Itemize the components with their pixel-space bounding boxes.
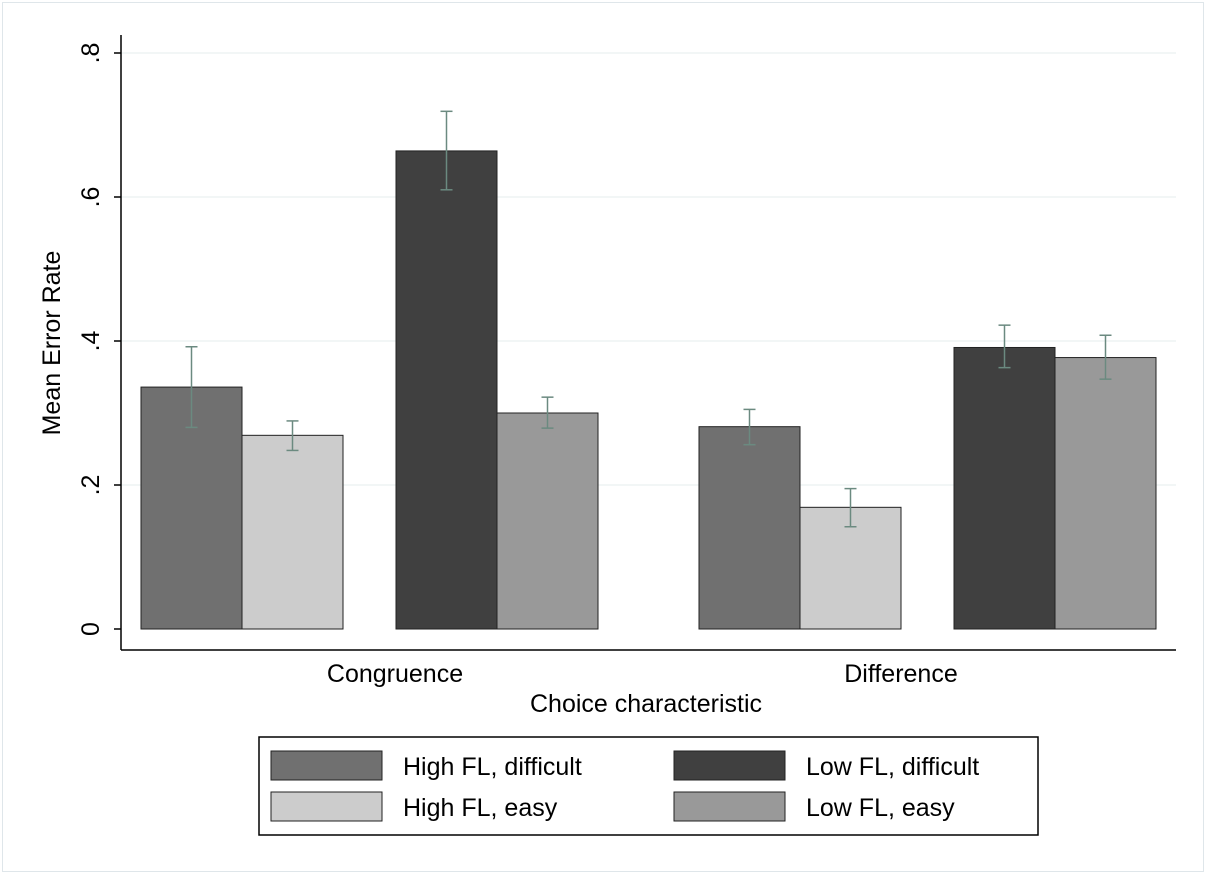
y-ticks: 0 .2 .4 .6 .8 xyxy=(77,43,121,636)
bar-low-fl-easy-congruence xyxy=(496,412,599,630)
legend-label-high-fl-difficult: High FL, difficult xyxy=(403,753,582,781)
x-category-label: Congruence xyxy=(327,660,463,688)
legend-swatch-high-fl-easy xyxy=(270,791,383,822)
y-tick-label: .4 xyxy=(77,330,105,351)
y-axis-title: Mean Error Rate xyxy=(38,251,66,436)
legend-label-low-fl-easy: Low FL, easy xyxy=(806,794,955,822)
bar-low-fl-difficult-difference xyxy=(953,346,1056,630)
error-bars xyxy=(185,110,1112,528)
legend-swatch-low-fl-easy xyxy=(673,791,786,822)
bar-low-fl-difficult-congruence xyxy=(395,150,498,630)
legend-swatch-high-fl-difficult xyxy=(270,750,383,781)
legend-label-high-fl-easy: High FL, easy xyxy=(403,794,558,822)
bars xyxy=(140,150,1157,630)
x-category-label: Difference xyxy=(844,660,958,688)
x-axis-title: Choice characteristic xyxy=(530,690,762,718)
bar-high-fl-easy-congruence xyxy=(241,434,344,630)
legend-label-low-fl-difficult: Low FL, difficult xyxy=(806,753,979,781)
y-tick-label: 0 xyxy=(77,622,105,636)
legend-swatch-low-fl-difficult xyxy=(673,750,786,781)
bar-low-fl-easy-difference xyxy=(1054,357,1157,630)
y-tick-label: .8 xyxy=(77,43,105,64)
legend: High FL, difficult High FL, easy Low FL, d… xyxy=(258,736,1039,836)
y-tick-label: .6 xyxy=(77,187,105,208)
x-category-labels: Congruence Difference xyxy=(327,660,958,688)
axes xyxy=(120,35,1176,651)
y-tick-label: .2 xyxy=(77,475,105,496)
bar-high-fl-difficult-difference xyxy=(698,426,801,630)
legend-box xyxy=(258,736,1039,836)
